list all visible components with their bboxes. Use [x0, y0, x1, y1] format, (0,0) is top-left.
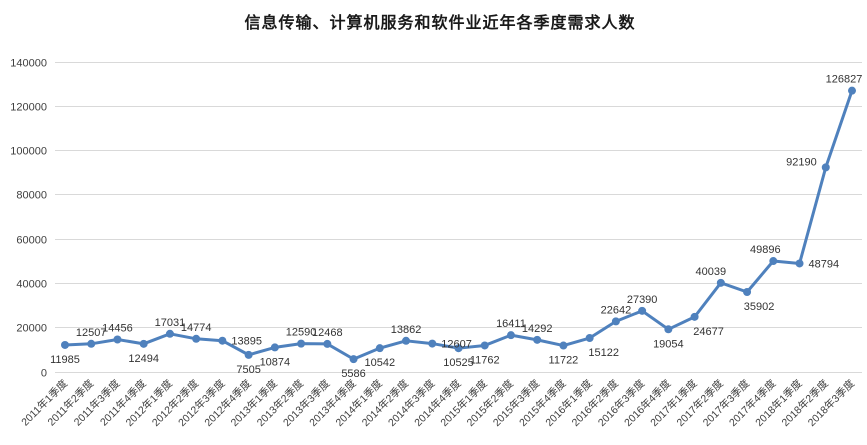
data-point-marker [192, 334, 201, 343]
data-label: 92190 [786, 156, 817, 168]
x-axis-labels: 2011年1季度2011年2季度2011年3季度2011年4季度2012年1季度… [19, 377, 858, 429]
data-point-marker [690, 312, 699, 321]
data-label: 12507 [76, 327, 107, 339]
data-label: 14292 [522, 323, 553, 335]
data-point-marker [454, 344, 463, 353]
data-point-marker [244, 350, 253, 359]
y-tick-label: 80000 [16, 190, 47, 202]
data-point-marker [323, 339, 332, 348]
data-label: 10542 [365, 357, 396, 369]
data-point-marker [664, 325, 673, 334]
data-label: 40039 [696, 266, 727, 278]
data-label: 11722 [549, 355, 579, 367]
data-point-marker [821, 163, 830, 172]
data-point-marker [428, 339, 437, 348]
data-point-marker [533, 335, 542, 344]
data-label: 13895 [231, 336, 262, 348]
data-point-marker [716, 278, 725, 287]
data-point-marker [506, 331, 515, 340]
data-label: 126827 [826, 74, 863, 86]
data-label: 12590 [286, 327, 317, 339]
data-point-marker [165, 329, 174, 338]
data-point-marker [349, 355, 358, 364]
y-tick-label: 140000 [10, 58, 47, 70]
data-point-marker [113, 335, 122, 344]
data-point-marker [611, 317, 620, 326]
data-label: 12494 [128, 353, 159, 365]
data-point-marker [375, 344, 384, 353]
data-point-marker [795, 259, 804, 268]
data-label: 5586 [341, 368, 365, 380]
data-point-marker [743, 288, 752, 297]
data-label: 13862 [391, 324, 422, 336]
data-labels: 1198512507144561249417031147741389575051… [50, 74, 862, 380]
data-label: 16411 [496, 318, 526, 330]
data-point-marker [87, 339, 96, 348]
y-tick-label: 120000 [10, 102, 47, 114]
data-point-marker [270, 343, 279, 352]
y-tick-label: 100000 [10, 146, 47, 158]
chart-title: 信息传输、计算机服务和软件业近年各季度需求人数 [244, 13, 635, 32]
data-point-marker [559, 341, 568, 350]
data-point-marker [638, 306, 647, 315]
y-axis-labels: 0 20000 40000 60000 80000 100000 120000 140000 [10, 58, 47, 380]
data-point-marker [402, 336, 411, 345]
data-label: 22642 [601, 304, 632, 316]
data-point-marker [61, 340, 69, 349]
data-point-marker [585, 334, 594, 343]
series-line-group [61, 86, 856, 364]
data-label: 12468 [312, 327, 343, 339]
data-label: 10874 [260, 356, 291, 368]
y-tick-label: 20000 [16, 323, 47, 335]
data-label: 14456 [102, 322, 133, 334]
y-tick-label: 0 [41, 368, 47, 380]
data-label: 10525 [443, 357, 474, 369]
data-point-marker [139, 339, 148, 348]
y-tick-label: 40000 [16, 279, 47, 291]
data-label: 14774 [181, 322, 212, 334]
data-label: 11762 [470, 354, 500, 366]
data-label: 17031 [155, 317, 186, 329]
data-label: 27390 [627, 294, 658, 306]
data-point-marker [218, 336, 227, 345]
data-label: 15122 [588, 347, 619, 359]
y-tick-label: 60000 [16, 235, 47, 247]
data-label: 48794 [809, 258, 840, 270]
data-point-marker [297, 339, 306, 348]
data-label: 7505 [236, 364, 260, 376]
data-label: 11985 [50, 354, 80, 366]
data-point-marker [769, 257, 778, 266]
gridlines [55, 62, 862, 373]
data-label: 12607 [441, 339, 472, 351]
data-label: 35902 [744, 301, 775, 313]
data-point-marker [848, 86, 856, 95]
data-label: 49896 [750, 244, 781, 256]
data-label: 24677 [693, 326, 724, 338]
data-point-marker [480, 341, 489, 350]
data-label: 19054 [653, 338, 684, 350]
